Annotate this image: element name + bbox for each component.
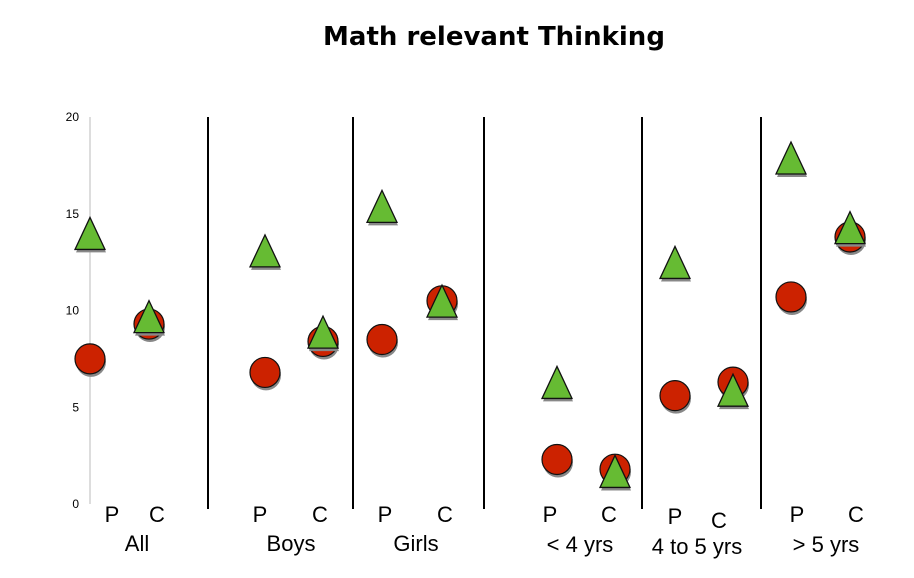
circle-point [659,380,691,412]
group-label: Girls [393,531,438,556]
sub-label: P [543,502,558,527]
triangle-point [598,453,632,489]
sub-label: P [790,502,805,527]
sub-label: C [848,502,864,527]
triangle-point [306,314,340,349]
group-label: All [125,531,149,556]
sub-label: P [668,504,683,529]
group-dividers [207,117,762,509]
y-tick-label: 0 [72,497,79,511]
y-ticks: 0 5 10 15 20 [66,110,80,511]
triangle-point [540,364,574,400]
group-label: 4 to 5 yrs [652,534,742,559]
sub-label: P [378,502,393,527]
circle-point [249,356,281,389]
y-tick-label: 10 [66,304,80,318]
sub-label: C [312,502,328,527]
triangle-point [774,140,808,175]
group-label: < 4 yrs [547,532,614,557]
triangle-point [365,188,399,223]
y-tick-label: 20 [66,110,80,124]
sub-label: C [601,502,617,527]
chart-title: Math relevant Thinking [323,22,665,52]
group-label: > 5 yrs [793,532,860,557]
sub-label: C [149,502,165,527]
circle-point [74,343,106,375]
triangle-point [716,372,750,407]
triangle-point [425,283,459,318]
triangle-point [833,210,867,245]
sub-label: P [253,502,268,527]
group-label: Boys [267,531,316,556]
triangle-point [248,233,282,268]
triangle-point [132,299,166,334]
data-marks [73,140,867,491]
sub-label: C [711,508,727,533]
sub-label: C [437,502,453,527]
triangle-point [658,244,692,280]
circle-point [366,323,398,356]
circle-point [541,443,573,476]
triangle-point [73,215,107,251]
circle-point [775,281,807,313]
y-tick-label: 5 [72,400,79,414]
sub-label: P [105,502,120,527]
y-tick-label: 15 [66,207,80,221]
